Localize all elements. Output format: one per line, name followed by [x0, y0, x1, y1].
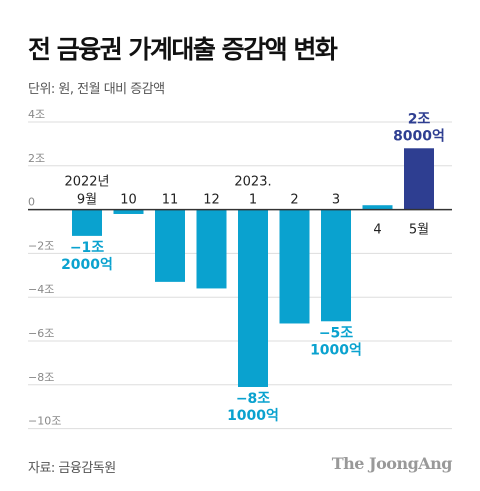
bar — [404, 148, 434, 210]
brand-logo: The JoongAng — [331, 454, 453, 473]
y-tick-label: −8조 — [28, 371, 54, 384]
data-label: −8조 — [236, 391, 270, 407]
y-tick-label: −2조 — [28, 239, 54, 252]
bar — [72, 209, 102, 236]
x-category-label: 10 — [120, 193, 137, 208]
data-label: 2조 — [408, 111, 431, 127]
bar — [321, 209, 351, 322]
data-label: 1000억 — [310, 342, 362, 358]
x-category-label: 12 — [203, 193, 220, 208]
bar — [196, 209, 227, 289]
y-tick-label: −10조 — [28, 415, 61, 428]
source-label: 자료: 금융감독원 — [28, 461, 116, 476]
x-category-label: 11 — [162, 193, 179, 208]
x-category-label: 5월 — [409, 223, 429, 238]
bar — [155, 209, 185, 282]
year-label: 2023. — [234, 175, 271, 190]
year-label: 2022년 — [64, 175, 109, 190]
y-tick-label: 4조 — [28, 108, 45, 121]
data-label: 1000억 — [227, 408, 279, 424]
y-tick-label: 0 — [28, 196, 35, 209]
y-tick-label: 2조 — [28, 152, 45, 165]
data-label: −5조 — [319, 325, 353, 341]
x-category-label: 2 — [290, 193, 298, 208]
chart-title: 전 금융권 가계대출 증감액 변화 — [28, 35, 338, 64]
y-tick-label: −4조 — [28, 283, 54, 296]
bar — [113, 209, 144, 214]
data-label: −1조 — [70, 240, 104, 256]
bar — [279, 209, 310, 324]
data-label: 8000억 — [393, 128, 445, 144]
x-category-label: 4 — [373, 223, 381, 238]
bar — [238, 209, 268, 387]
bar — [362, 205, 393, 210]
x-category-label: 3 — [332, 193, 340, 208]
unit-label: 단위: 원, 전월 대비 증감액 — [28, 82, 165, 97]
y-tick-label: −6조 — [28, 327, 54, 340]
x-category-label: 9월 — [77, 193, 97, 208]
data-label: 2000억 — [61, 257, 113, 273]
x-category-label: 1 — [249, 193, 257, 208]
